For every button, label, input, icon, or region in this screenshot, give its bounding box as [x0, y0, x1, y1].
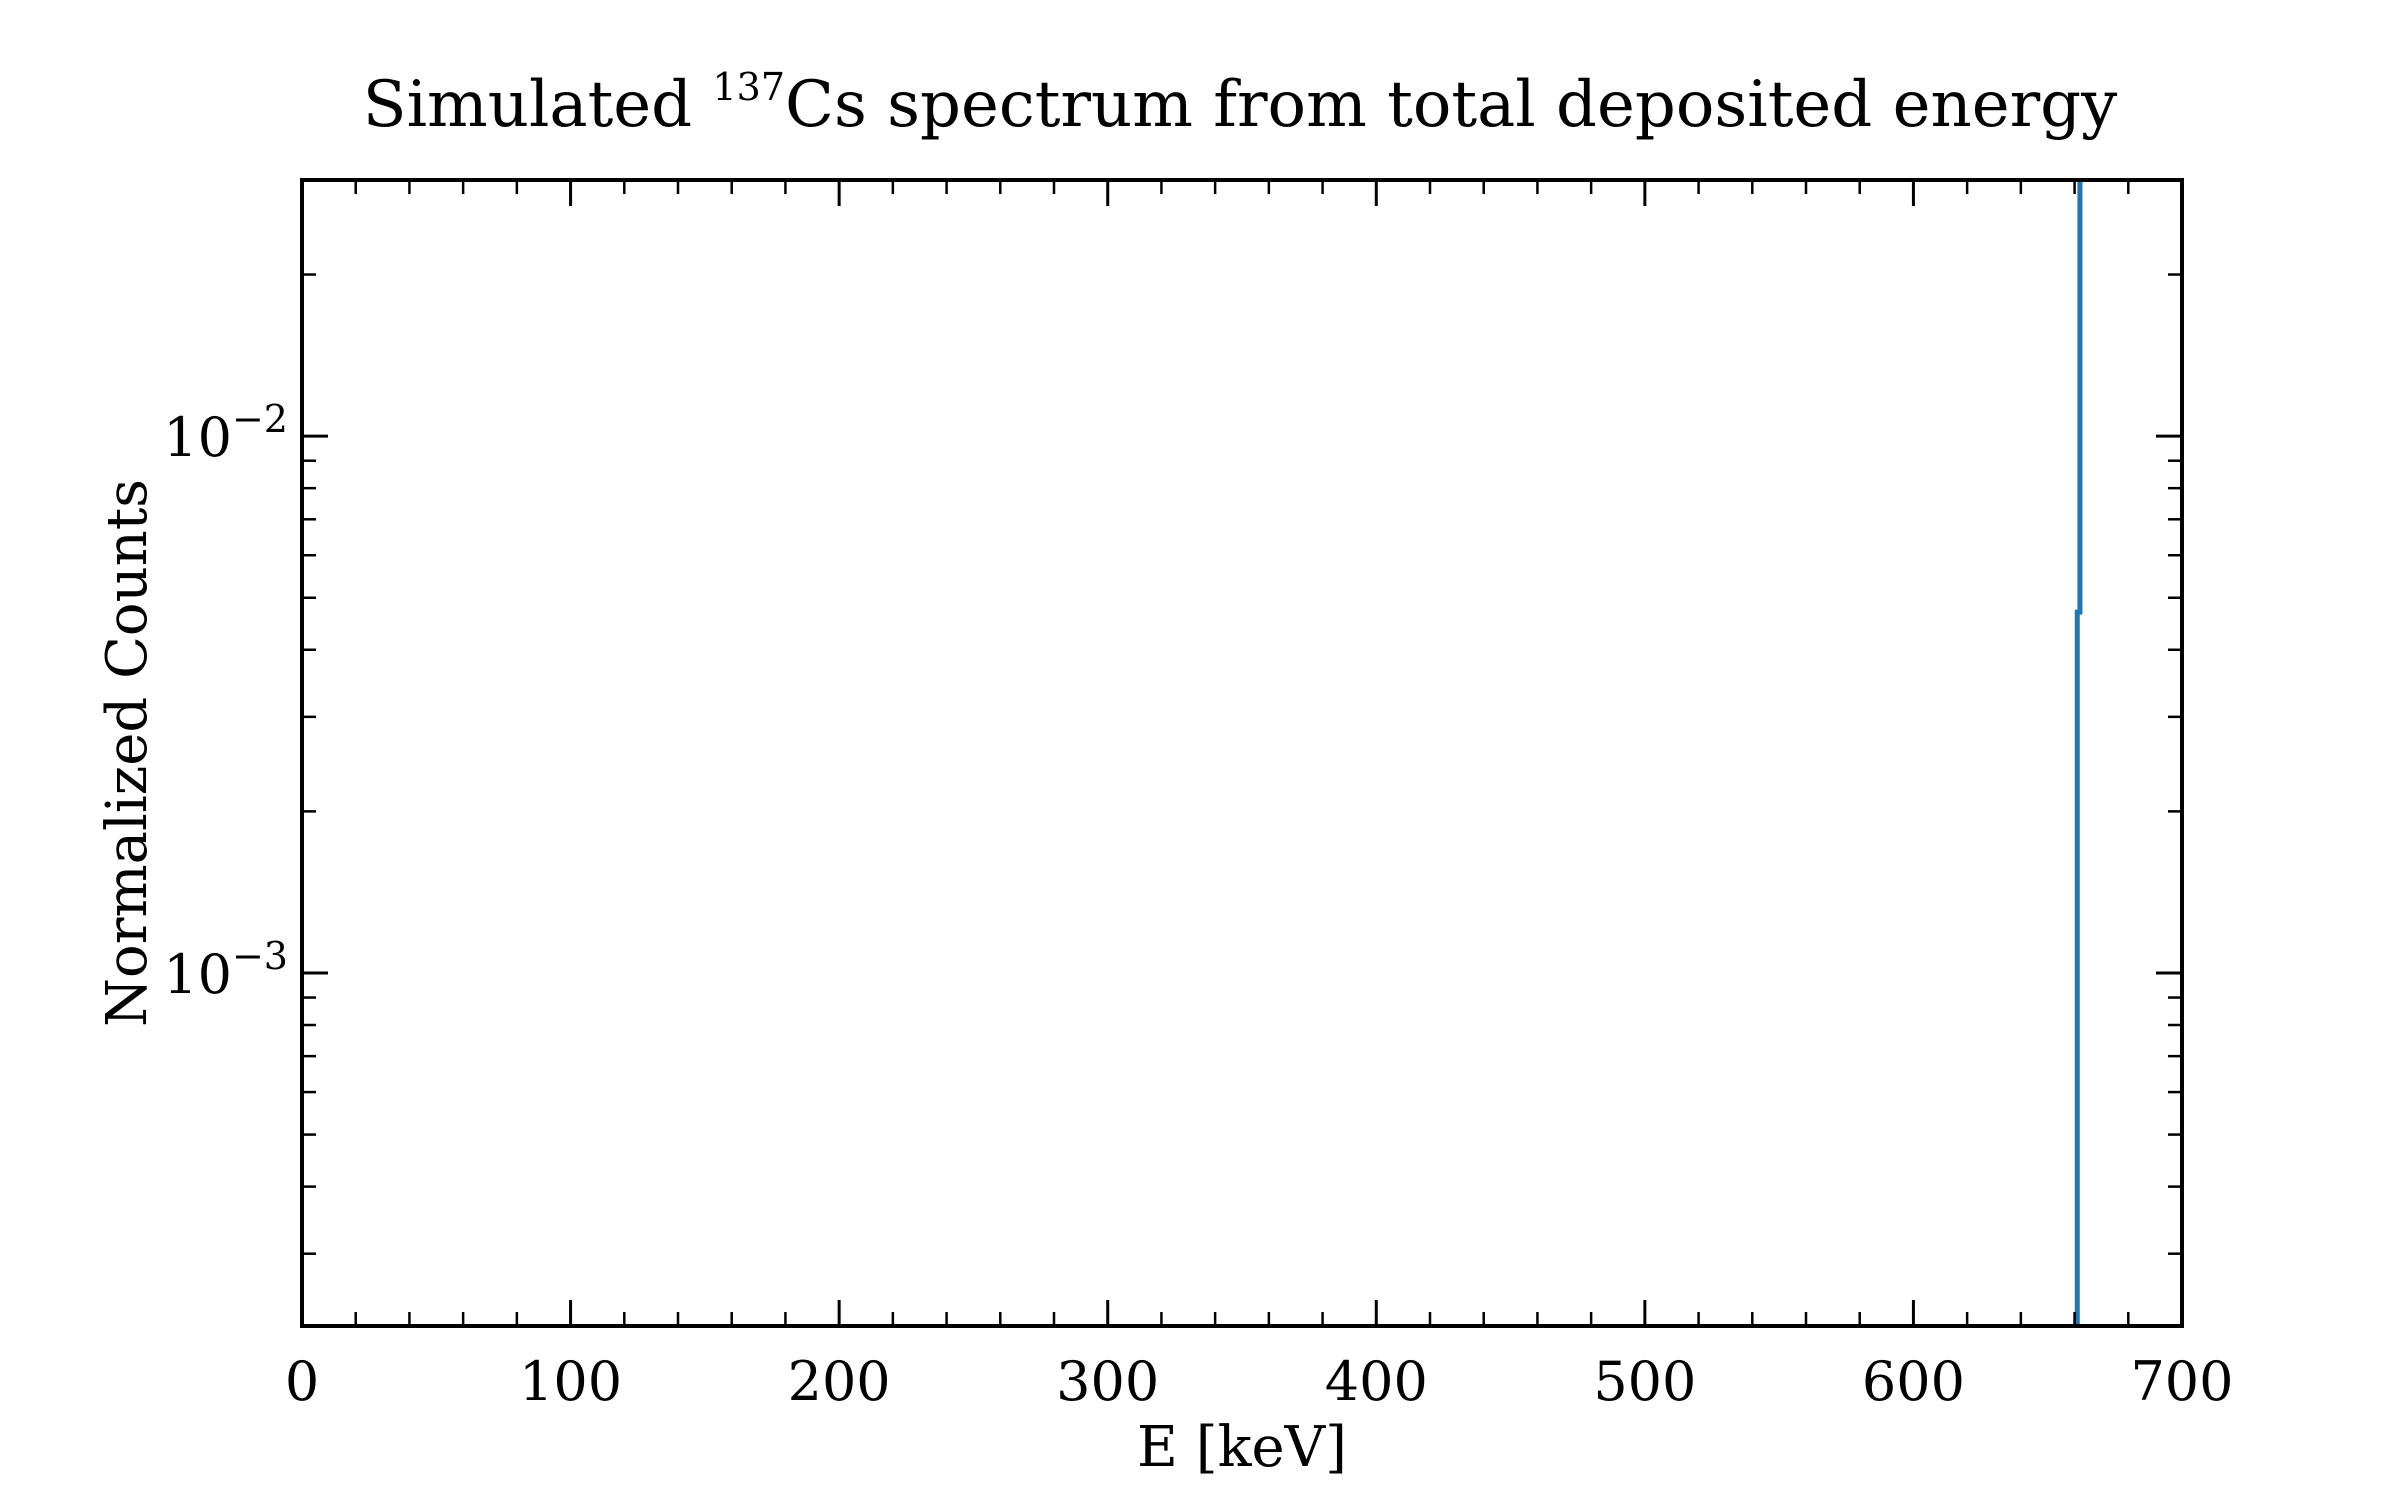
x-tick-label: 400: [1325, 1350, 1428, 1413]
y-tick-base: 10: [163, 943, 232, 1006]
y-tick-label: 10−3: [163, 934, 288, 1006]
y-tick-base: 10: [163, 406, 232, 469]
x-tick-label: 600: [1862, 1350, 1965, 1413]
plot-frame: [300, 178, 2184, 1328]
y-tick-exponent: −2: [232, 397, 288, 441]
y-tick-label: 10−2: [163, 397, 288, 469]
chart-title: Simulated 137Cs spectrum from total depo…: [363, 65, 2118, 142]
chart-title-prefix: Simulated: [363, 68, 713, 142]
x-tick-label: 300: [1056, 1350, 1159, 1413]
x-tick-label: 500: [1593, 1350, 1696, 1413]
x-tick-label: 100: [519, 1350, 622, 1413]
y-axis-label: Normalized Counts: [95, 479, 160, 1027]
x-tick-label: 700: [2130, 1350, 2233, 1413]
y-tick-exponent: −3: [232, 934, 288, 978]
x-tick-label: 0: [285, 1350, 319, 1413]
chart-title-suffix: Cs spectrum from total deposited energy: [785, 68, 2117, 142]
x-axis-label: E [keV]: [1137, 1415, 1347, 1480]
spectrum-line-0: [2074, 180, 2083, 1326]
chart-title-isotope-mass: 137: [712, 65, 785, 109]
x-tick-label: 200: [788, 1350, 891, 1413]
